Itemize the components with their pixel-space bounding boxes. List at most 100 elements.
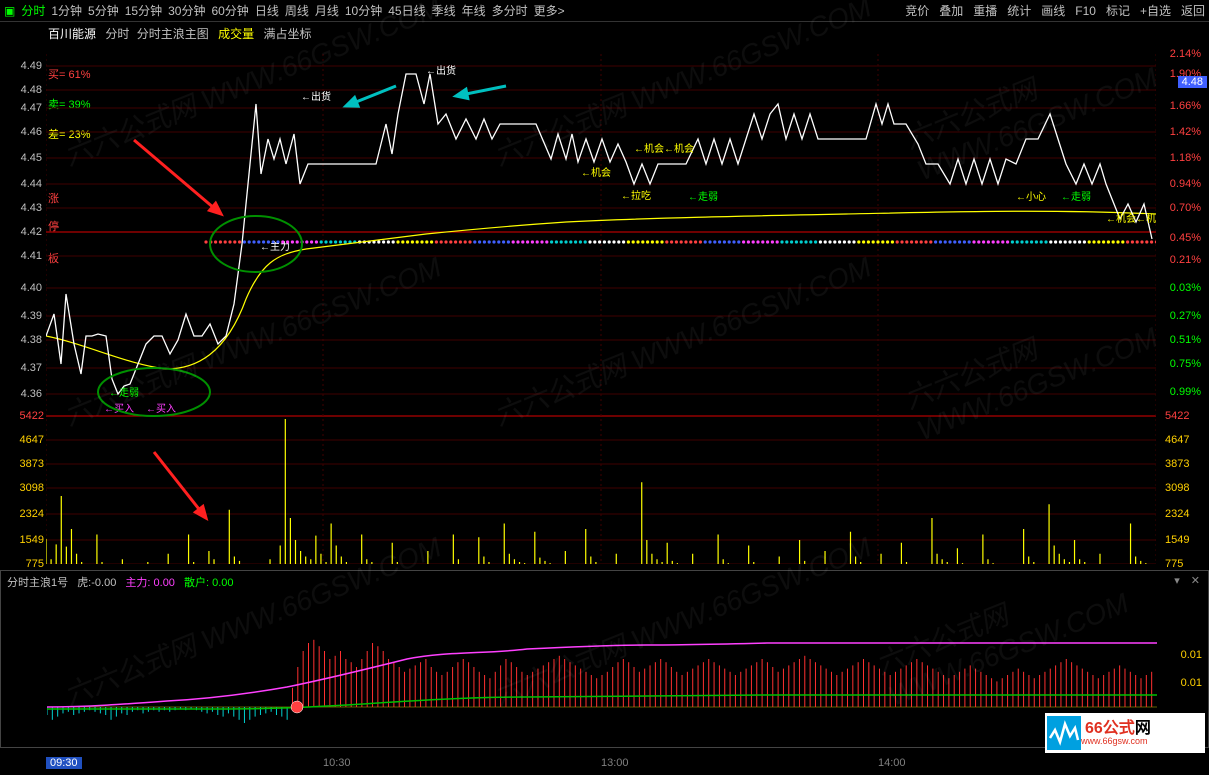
main-plot-svg[interactable]: ←出货←出货←机会←机会←机会←拉吃←走弱←小心←走弱←机会←机会←走弱←买入←… — [46, 44, 1156, 564]
main-chart-area: 买= 61% 卖= 39% 差= 23% 涨 停 板 4.494.484.474… — [0, 24, 1209, 564]
svg-text:←主力: ←主力 — [260, 240, 290, 253]
sub-main: 主力: 0.00 — [125, 577, 175, 589]
price-axis-label: 4.39 — [21, 310, 42, 322]
svg-text:←小心: ←小心 — [1016, 191, 1046, 203]
price-axis-label: 4.45 — [21, 152, 42, 164]
timeframe-tab[interactable]: 5分钟 — [88, 4, 119, 18]
sub-retail: 散户: 0.00 — [184, 577, 234, 589]
toolbar-button[interactable]: 统计 — [1007, 4, 1031, 18]
timeframe-tab[interactable]: 周线 — [285, 4, 309, 18]
svg-text:←出货: ←出货 — [426, 64, 456, 77]
timeframe-tab[interactable]: 分时 — [21, 4, 45, 18]
timeframe-tab[interactable]: 日线 — [255, 4, 279, 18]
volume-axis-label: 5422 — [6, 410, 44, 422]
timeframe-tab[interactable]: 更多> — [534, 4, 565, 18]
volume-axis-label: 1549 — [6, 534, 44, 546]
timeframe-tab[interactable]: 1分钟 — [51, 4, 82, 18]
pct-axis-label: 1.42% — [1170, 126, 1201, 138]
svg-text:←走弱: ←走弱 — [688, 191, 718, 203]
svg-text:←机会: ←机会 — [1106, 212, 1136, 225]
logo-brand: 66公式 — [1085, 720, 1135, 737]
toolbar-button[interactable]: 画线 — [1041, 4, 1065, 18]
timeframe-tab[interactable]: 15分钟 — [125, 4, 162, 18]
svg-text:←出货: ←出货 — [301, 90, 331, 103]
sub-panel-down-icon[interactable]: ▾ — [1174, 575, 1180, 587]
svg-text:←机会: ←机会 — [634, 142, 664, 155]
toolbar-button[interactable]: +自选 — [1140, 4, 1171, 18]
price-axis-label: 4.40 — [21, 282, 42, 294]
sub-indicator-panel: 分时主浪1号 虎:-0.00 主力: 0.00 散户: 0.00 ▾ ✕ 0.0… — [0, 570, 1209, 748]
timeframe-tab[interactable]: 45日线 — [388, 4, 425, 18]
volume-axis-label: 4647 — [6, 434, 44, 446]
price-axis-label: 4.48 — [21, 84, 42, 96]
sub-panel-close-icon[interactable]: ✕ — [1191, 575, 1200, 587]
pct-axis-label: 0.75% — [1170, 358, 1201, 370]
price-axis-label: 4.43 — [21, 202, 42, 214]
svg-text:←走弱: ←走弱 — [1061, 191, 1091, 203]
price-axis-label: 4.36 — [21, 388, 42, 400]
timeframe-tab[interactable]: 年线 — [462, 4, 486, 18]
timeframe-tab[interactable]: 季线 — [432, 4, 456, 18]
current-price-badge: 4.48 — [1178, 76, 1207, 88]
price-axis-label: 4.47 — [21, 102, 42, 114]
svg-text:←机会: ←机会 — [1136, 212, 1156, 225]
volume-axis-label: 3873 — [1165, 458, 1203, 470]
timeframe-tab[interactable]: 30分钟 — [168, 4, 205, 18]
site-logo[interactable]: 66公式网 www.66gsw.com — [1045, 713, 1205, 753]
time-axis-tick: 10:30 — [323, 757, 351, 769]
pct-axis-label: 1.66% — [1170, 100, 1201, 112]
time-axis-tick: 13:00 — [601, 757, 629, 769]
timeframe-tab[interactable]: 10分钟 — [345, 4, 382, 18]
toolbar-button[interactable]: 重播 — [973, 4, 997, 18]
volume-axis-label: 2324 — [6, 508, 44, 520]
logo-url: www.66gsw.com — [1081, 737, 1151, 746]
svg-text:←机会: ←机会 — [581, 166, 611, 179]
sub-plot-svg[interactable] — [47, 589, 1157, 741]
pct-y-axis-right: 2.14%1.90%1.66%1.42%1.18%0.94%0.70%0.45%… — [1161, 44, 1203, 384]
volume-axis-label: 775 — [1165, 558, 1203, 570]
pct-axis-label: 0.45% — [1170, 232, 1201, 244]
time-axis-tick: 09:30 — [46, 757, 82, 769]
top-timeframe-bar: ▣ 分时 1分钟 5分钟 15分钟 30分钟 60分钟日线周线月线 10分钟 45日线季线年线… — [0, 0, 1209, 22]
svg-text:←机会: ←机会 — [664, 142, 694, 155]
time-axis-tick: 14:00 — [878, 757, 906, 769]
sub-y-axis-label: 0.01 — [1181, 677, 1202, 689]
price-axis-label: 4.44 — [21, 178, 42, 190]
pct-axis-label: 0.94% — [1170, 178, 1201, 190]
price-axis-label: 4.46 — [21, 126, 42, 138]
sub-y-axis-label: 0.01 — [1181, 649, 1202, 661]
toolbar-button[interactable]: 竞价 — [905, 4, 929, 18]
timeframe-tab[interactable]: 多分时 — [492, 4, 528, 18]
pct-axis-label: 0.27% — [1170, 310, 1201, 322]
time-x-axis: 09:30 10:30 13:00 14:00 — [46, 757, 1159, 773]
price-axis-label: 4.49 — [21, 60, 42, 72]
volume-axis-label: 3098 — [1165, 482, 1203, 494]
volume-axis-label: 3873 — [6, 458, 44, 470]
price-axis-label: 4.37 — [21, 362, 42, 374]
volume-axis-label: 775 — [6, 558, 44, 570]
toolbar-button[interactable]: 标记 — [1106, 4, 1130, 18]
sub-title-label: 分时主浪1号 — [7, 577, 68, 589]
logo-icon — [1047, 716, 1081, 750]
toolbar-button[interactable]: F10 — [1075, 4, 1096, 18]
volume-axis-label: 5422 — [1165, 410, 1203, 422]
price-y-axis-left: 4.49 4.48 4.47 4.46 4.45 4.44 4.43 4.42 4.41 4.40… — [6, 44, 44, 384]
price-axis-label: 4.41 — [21, 250, 42, 262]
price-axis-label: 4.42 — [21, 226, 42, 238]
timeframe-tab[interactable]: 60分钟 — [211, 4, 248, 18]
pct-axis-label: 0.99% — [1170, 386, 1201, 398]
pct-axis-label: 0.70% — [1170, 202, 1201, 214]
toolbar-button[interactable]: 叠加 — [939, 4, 963, 18]
volume-axis-label: 1549 — [1165, 534, 1203, 546]
svg-text:←拉吃: ←拉吃 — [621, 189, 651, 202]
pct-axis-label: 0.21% — [1170, 254, 1201, 266]
volume-axis-label: 2324 — [1165, 508, 1203, 520]
pct-axis-label: 1.18% — [1170, 152, 1201, 164]
price-axis-label: 4.38 — [21, 334, 42, 346]
timeframe-tab[interactable]: 月线 — [315, 4, 339, 18]
volume-axis-label: 4647 — [1165, 434, 1203, 446]
toolbar-button[interactable]: 返回 — [1181, 4, 1205, 18]
pct-axis-label: 0.51% — [1170, 334, 1201, 346]
app-menu-icon[interactable]: ▣ — [4, 4, 15, 18]
volume-axis-label: 3098 — [6, 482, 44, 494]
